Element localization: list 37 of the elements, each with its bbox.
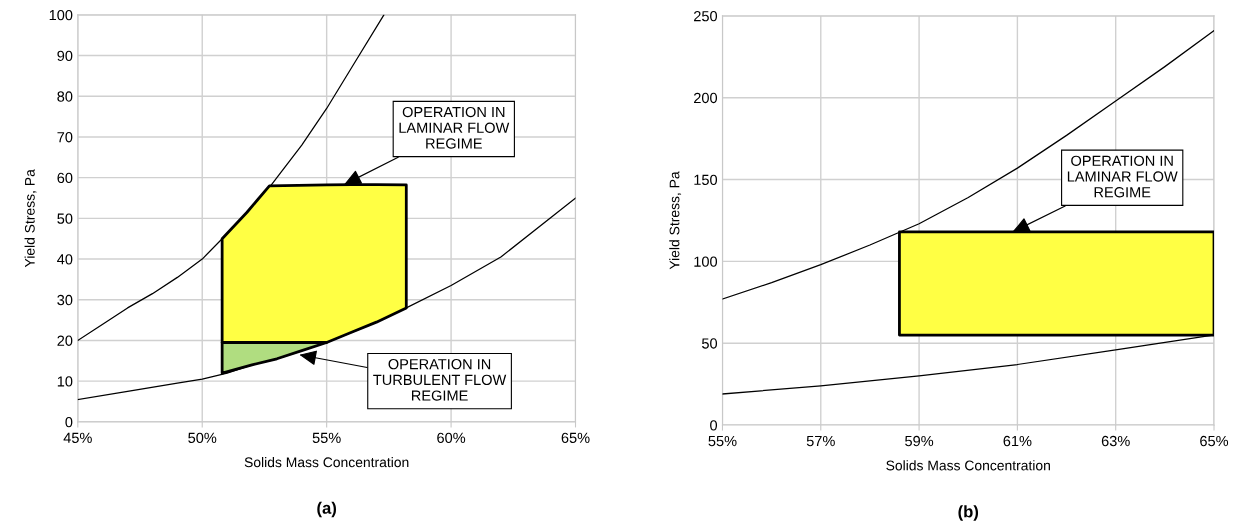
- x-tick-label: 61%: [1003, 435, 1032, 447]
- x-tick-label: 50%: [188, 432, 217, 444]
- y-tick-label: 0: [710, 420, 718, 431]
- y-tick-label: 10: [57, 376, 73, 387]
- x-tick-label: 65%: [1200, 435, 1229, 447]
- y-tick-label: 70: [57, 132, 73, 143]
- y-tick-label: 50: [57, 213, 73, 224]
- annotation: OPERATION IN LAMINAR FLOW REGIME: [1067, 155, 1178, 198]
- text: (a): [317, 501, 337, 518]
- text: (b): [958, 505, 979, 521]
- y-tick-label: 40: [57, 254, 73, 265]
- y-tick-label: 90: [57, 50, 73, 61]
- x-tick-label: 60%: [437, 432, 466, 444]
- x-tick-label: 59%: [905, 435, 934, 447]
- x-tick-label: 65%: [561, 432, 590, 444]
- x-tick-label: 63%: [1101, 435, 1130, 447]
- y-tick-label: 100: [49, 9, 73, 21]
- x-axis-title: Solids Mass Concentration: [886, 460, 1050, 471]
- x-axis-title: Solids Mass Concentration: [244, 457, 409, 468]
- y-tick-label: 100: [694, 256, 718, 267]
- x-tick-label: 45%: [63, 432, 92, 444]
- annotation: OPERATION IN TURBULENT FLOW REGIME: [373, 358, 507, 401]
- x-tick-label: 55%: [312, 432, 341, 444]
- y-tick-label: 80: [57, 91, 73, 102]
- y-tick-label: 150: [694, 174, 718, 185]
- y-tick-label: 250: [694, 11, 718, 22]
- y-tick-label: 20: [57, 335, 73, 346]
- y-tick-label: 50: [701, 338, 718, 349]
- y-tick-label: 60: [57, 172, 73, 184]
- y-tick-label: 200: [694, 92, 718, 104]
- y-axis-title: Yield Stress, Pa: [24, 169, 37, 268]
- y-axis-title: Yield Stress, Pa: [669, 171, 682, 270]
- y-tick-label: 30: [57, 294, 73, 306]
- y-tick-label: 0: [65, 416, 73, 428]
- annotation: OPERATION IN LAMINAR FLOW REGIME: [399, 106, 510, 149]
- x-tick-label: 55%: [708, 435, 737, 447]
- x-tick-label: 57%: [806, 435, 835, 447]
